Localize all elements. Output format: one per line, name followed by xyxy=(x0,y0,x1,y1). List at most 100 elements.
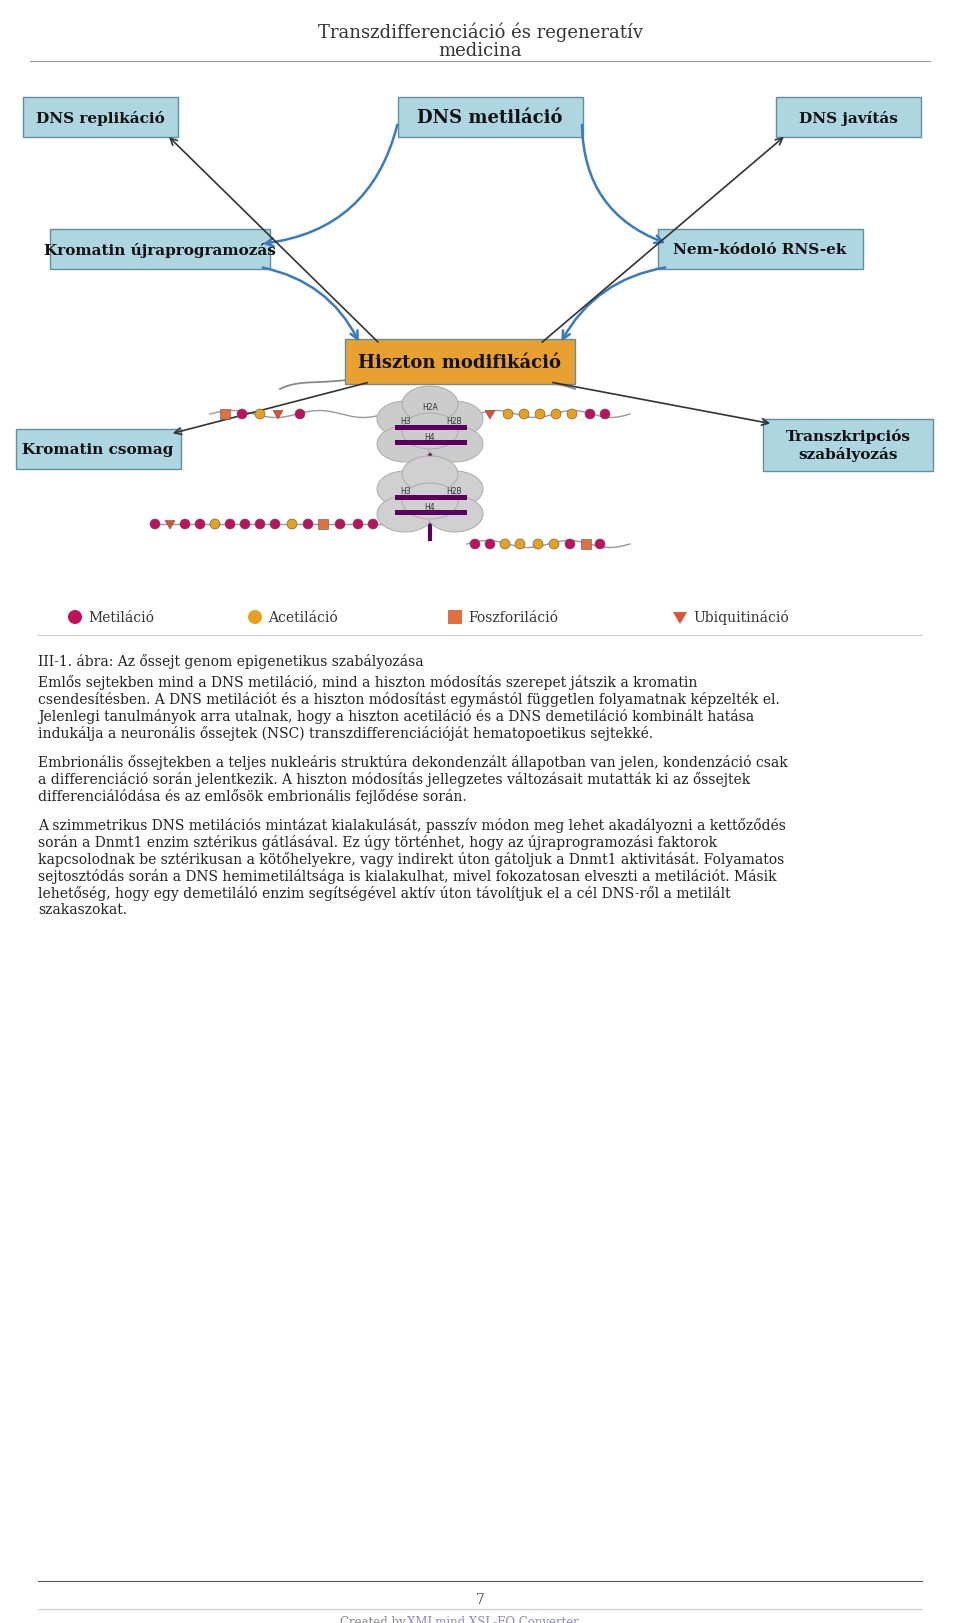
Ellipse shape xyxy=(427,472,483,508)
Text: DNS metiláció: DNS metiláció xyxy=(418,109,563,127)
Text: Ubiquitináció: Ubiquitináció xyxy=(693,610,789,625)
Circle shape xyxy=(195,519,205,529)
Circle shape xyxy=(503,409,513,420)
Circle shape xyxy=(515,540,525,550)
Text: szakaszokat.: szakaszokat. xyxy=(38,902,127,917)
Circle shape xyxy=(303,519,313,529)
Text: Kromatin újraprogramozás: Kromatin újraprogramozás xyxy=(44,242,276,258)
Ellipse shape xyxy=(427,497,483,532)
Ellipse shape xyxy=(377,472,433,508)
FancyBboxPatch shape xyxy=(318,519,328,529)
Text: XMLmind XSL-FO Converter.: XMLmind XSL-FO Converter. xyxy=(407,1615,582,1623)
FancyBboxPatch shape xyxy=(220,409,230,420)
Circle shape xyxy=(335,519,345,529)
Text: H2A: H2A xyxy=(422,403,438,411)
Circle shape xyxy=(248,610,262,625)
Text: 7: 7 xyxy=(475,1592,485,1607)
Polygon shape xyxy=(485,411,495,420)
Circle shape xyxy=(295,409,305,420)
Text: Kromatin csomag: Kromatin csomag xyxy=(22,443,174,456)
Text: a differenciáció során jelentkezik. A hiszton módosítás jellegzetes változásait : a differenciáció során jelentkezik. A hi… xyxy=(38,771,751,787)
Ellipse shape xyxy=(377,427,433,463)
Circle shape xyxy=(270,519,280,529)
FancyBboxPatch shape xyxy=(15,430,180,469)
Circle shape xyxy=(368,519,378,529)
Circle shape xyxy=(225,519,235,529)
Circle shape xyxy=(549,540,559,550)
FancyBboxPatch shape xyxy=(395,495,467,500)
Circle shape xyxy=(353,519,363,529)
Circle shape xyxy=(485,540,495,550)
Text: DNS replikáció: DNS replikáció xyxy=(36,110,164,125)
Text: Transzkripciós
szabályozás: Transzkripciós szabályozás xyxy=(785,428,910,463)
Circle shape xyxy=(535,409,545,420)
Circle shape xyxy=(240,519,250,529)
Circle shape xyxy=(470,540,480,550)
Text: lehetőség, hogy egy demetiláló enzim segítségével aktív úton távolítjuk el a cél: lehetőség, hogy egy demetiláló enzim seg… xyxy=(38,886,731,901)
Text: Hiszton modifikáció: Hiszton modifikáció xyxy=(358,354,562,372)
Text: sejtosztódás során a DNS hemimetiláltsága is kialakulhat, mivel fokozatosan elve: sejtosztódás során a DNS hemimetiláltság… xyxy=(38,868,777,883)
Text: H4: H4 xyxy=(424,502,435,511)
Ellipse shape xyxy=(402,456,458,493)
Text: Created by: Created by xyxy=(340,1615,410,1623)
FancyBboxPatch shape xyxy=(448,610,462,625)
Text: medicina: medicina xyxy=(438,42,522,60)
Circle shape xyxy=(595,540,605,550)
Circle shape xyxy=(255,519,265,529)
Text: Transzdifferenciáció és regeneratív: Transzdifferenciáció és regeneratív xyxy=(318,23,642,42)
Text: H2B: H2B xyxy=(446,417,462,427)
Text: H3: H3 xyxy=(400,417,411,427)
FancyBboxPatch shape xyxy=(763,420,933,472)
FancyBboxPatch shape xyxy=(397,97,583,138)
Text: Jelenlegi tanulmányok arra utalnak, hogy a hiszton acetiláció és a DNS demetilác: Jelenlegi tanulmányok arra utalnak, hogy… xyxy=(38,709,755,724)
FancyBboxPatch shape xyxy=(395,441,467,446)
Text: során a Dnmt1 enzim sztérikus gátlásával. Ez úgy történhet, hogy az újraprogramo: során a Dnmt1 enzim sztérikus gátlásával… xyxy=(38,834,717,849)
FancyBboxPatch shape xyxy=(22,97,178,138)
Polygon shape xyxy=(673,613,687,625)
Text: Metiláció: Metiláció xyxy=(88,610,154,625)
FancyBboxPatch shape xyxy=(776,97,921,138)
Text: csendesítésben. A DNS metilációt és a hiszton módosítást egymástól független fol: csendesítésben. A DNS metilációt és a hi… xyxy=(38,691,780,706)
Text: DNS javítás: DNS javítás xyxy=(799,110,898,125)
Text: indukálja a neuronális őssejtek (NSC) transzdifferenciációját hematopoetikus sej: indukálja a neuronális őssejtek (NSC) tr… xyxy=(38,725,653,740)
Text: Embrionális őssejtekben a teljes nukleáris struktúra dekondenzált állapotban van: Embrionális őssejtekben a teljes nukleár… xyxy=(38,755,788,769)
Circle shape xyxy=(237,409,247,420)
Polygon shape xyxy=(165,521,175,529)
FancyBboxPatch shape xyxy=(395,511,467,516)
Text: kapcsolodnak be sztérikusan a kötőhelyekre, vagy indirekt úton gátoljuk a Dnmt1 : kapcsolodnak be sztérikusan a kötőhelyek… xyxy=(38,852,784,867)
Circle shape xyxy=(255,409,265,420)
Circle shape xyxy=(210,519,220,529)
FancyBboxPatch shape xyxy=(395,425,467,430)
Circle shape xyxy=(180,519,190,529)
FancyBboxPatch shape xyxy=(581,540,591,550)
Text: H3: H3 xyxy=(400,487,411,497)
Text: H2B: H2B xyxy=(446,487,462,497)
Ellipse shape xyxy=(402,386,458,422)
FancyBboxPatch shape xyxy=(345,339,575,385)
Circle shape xyxy=(519,409,529,420)
Polygon shape xyxy=(273,411,283,420)
Circle shape xyxy=(567,409,577,420)
Text: Acetiláció: Acetiláció xyxy=(268,610,338,625)
Ellipse shape xyxy=(427,427,483,463)
Circle shape xyxy=(565,540,575,550)
Circle shape xyxy=(600,409,610,420)
Ellipse shape xyxy=(402,414,458,450)
Circle shape xyxy=(551,409,561,420)
Ellipse shape xyxy=(402,484,458,519)
Circle shape xyxy=(150,519,160,529)
Text: A szimmetrikus DNS metilációs mintázat kialakulását, passzív módon meg lehet aka: A szimmetrikus DNS metilációs mintázat k… xyxy=(38,818,786,833)
Ellipse shape xyxy=(377,403,433,438)
Circle shape xyxy=(585,409,595,420)
Circle shape xyxy=(500,540,510,550)
Circle shape xyxy=(287,519,297,529)
Text: III-1. ábra: Az őssejt genom epigenetikus szabályozása: III-1. ábra: Az őssejt genom epigenetiku… xyxy=(38,654,423,669)
Text: Emlős sejtekben mind a DNS metiláció, mind a hiszton módosítás szerepet játszik : Emlős sejtekben mind a DNS metiláció, mi… xyxy=(38,675,697,690)
Text: H4: H4 xyxy=(424,432,435,441)
Text: Nem-kódoló RNS-ek: Nem-kódoló RNS-ek xyxy=(673,243,847,256)
Ellipse shape xyxy=(427,403,483,438)
Ellipse shape xyxy=(377,497,433,532)
Text: Foszforiláció: Foszforiláció xyxy=(468,610,558,625)
Circle shape xyxy=(68,610,82,625)
FancyBboxPatch shape xyxy=(50,230,270,269)
